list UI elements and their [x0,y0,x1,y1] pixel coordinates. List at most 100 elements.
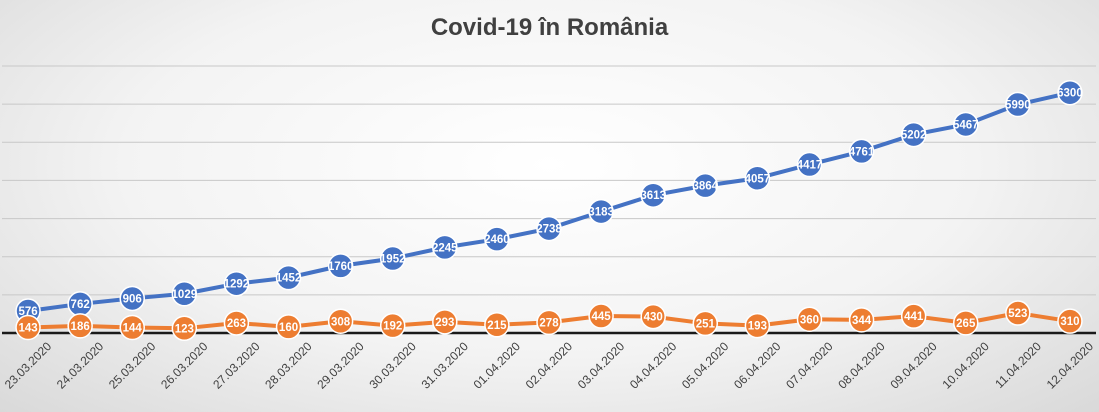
series-2-data-label: 193 [748,321,767,333]
series-1-data-label: 6300 [1057,88,1083,100]
series-1-data-label: 762 [71,299,90,311]
series-1-point [379,245,406,272]
series-1-data-label: 3613 [640,190,666,202]
x-tick-label: 12.04.2020 [1044,339,1097,392]
series-2-point [848,307,875,333]
series-1-data-label: 2738 [536,224,562,236]
x-tick-label: 07.04.2020 [783,339,836,392]
series-1-data-label: 1760 [328,261,354,273]
series-2-point [692,310,719,337]
series-2-data-label: 192 [383,321,402,333]
chart-title: Covid-19 în România [430,14,669,41]
series-1-data-label: 4417 [797,160,823,172]
series-2-point [536,309,562,336]
series-2-data-label: 143 [18,323,37,335]
series-2-point [15,314,41,341]
x-tick-label: 09.04.2020 [887,339,940,392]
series-2-point [275,314,302,340]
series-1-data-label: 1029 [172,289,198,301]
x-tick-label: 28.03.2020 [262,339,315,392]
x-tick-label: 04.04.2020 [627,339,680,392]
series-1-data-label: 576 [18,306,37,318]
series-2-point [432,309,458,335]
series-1-data-label: 5990 [1005,100,1031,112]
series-1-point [692,172,719,199]
series-1-data-label: 5467 [953,119,979,131]
series-2-point [67,313,93,339]
series-2-point [588,303,614,329]
x-tick-label: 11.04.2020 [992,339,1044,391]
series-2-data-label: 251 [696,318,716,330]
series-1-point [744,165,771,192]
x-tick-label: 24.03.2020 [54,339,107,392]
series-2-point [119,314,145,341]
x-tick-label: 30.03.2020 [366,339,419,392]
series-2-data-label: 344 [852,315,872,327]
series-1-point [640,182,666,208]
series-2-data-label: 293 [435,317,454,329]
series-1-data-label: 2460 [484,234,510,246]
series-2-data-label: 215 [487,320,507,332]
series-2-point [744,312,771,339]
series-1-point [1057,79,1083,106]
series-1-point [484,226,510,252]
series-2-point [484,312,510,338]
series-2-point [1005,300,1031,326]
series-1-point [223,270,250,297]
x-tick-label: 08.04.2020 [835,339,888,392]
x-tick-label: 27.03.2020 [210,339,263,392]
x-tick-label: 31.03.2020 [419,339,472,392]
x-tick-label: 06.04.2020 [731,339,784,392]
series-2-point [379,312,406,339]
series-2-point [223,310,250,336]
series-2-data-label: 160 [279,322,298,334]
series-2-data-label: 441 [904,311,924,323]
series-1-data-label: 1952 [380,254,406,266]
series-1-data-label: 1452 [276,273,302,285]
series-2-data-label: 523 [1008,308,1027,320]
x-tick-label: 23.03.2020 [2,339,55,392]
series-1-point [953,111,979,138]
series-1-point [848,138,875,165]
series-2-data-label: 278 [539,317,559,329]
series-1-data-label: 3864 [692,181,718,193]
series-1-point [536,215,562,242]
series-2-point [327,308,354,335]
series-2-data-label: 445 [592,311,612,323]
series-1-point [327,253,354,279]
x-tick-label: 05.04.2020 [679,339,732,392]
series-1-data-label: 2245 [432,242,458,254]
x-tick-label: 01.04.2020 [471,339,524,392]
x-tick-label: 26.03.2020 [158,339,211,392]
series-1-point [588,198,614,225]
series-1-point [171,281,198,307]
x-tick-label: 03.04.2020 [575,339,628,392]
series-1-data-label: 3183 [588,207,614,219]
series-2-point [796,306,823,333]
series-1-data-label: 1292 [224,279,250,291]
series-1-point [1005,91,1031,118]
x-tick-label: 29.03.2020 [314,339,367,392]
series-1-data-label: 4057 [745,173,771,185]
series-2-point [171,315,198,342]
series-2-point [900,303,927,329]
series-2-point [640,303,666,330]
series-2-data-label: 308 [331,316,351,328]
x-tick-label: 02.04.2020 [523,339,576,392]
series-2-data-label: 263 [227,318,246,330]
series-1-point [119,285,145,312]
series-1-point [796,151,823,178]
series-2-data-label: 430 [644,312,663,324]
series-1-point [900,121,927,148]
series-2-data-label: 360 [800,314,819,326]
series-1-data-label: 906 [123,293,142,305]
series-2-data-label: 123 [175,323,194,335]
series-1-data-label: 4761 [849,146,875,158]
series-1-point [432,234,458,261]
series-2-data-label: 265 [956,318,976,330]
series-1-point [275,264,302,291]
series-2-data-label: 144 [123,323,143,335]
series-2-point [953,310,979,336]
